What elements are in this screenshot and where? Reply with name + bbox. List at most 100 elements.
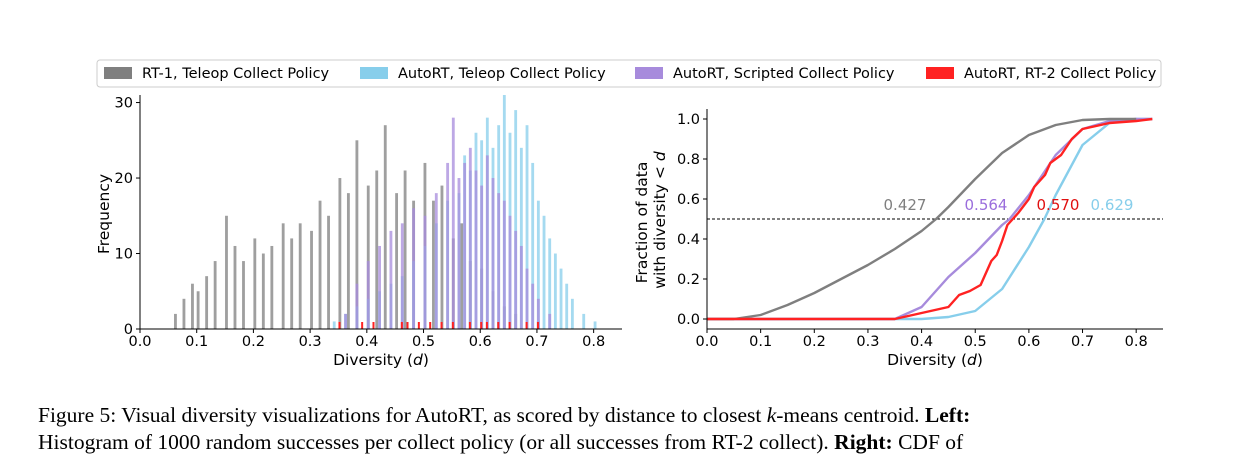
- histogram-bar: [174, 313, 177, 329]
- histogram-bar: [361, 322, 364, 329]
- x-tick-label: 0.2: [803, 334, 826, 350]
- y-tick-label: 1.0: [677, 112, 700, 128]
- x-tick-label: 0.6: [1017, 334, 1040, 350]
- legend-swatch-autort-teleop: [360, 67, 388, 79]
- histogram-bar: [508, 322, 511, 329]
- histogram-bar: [281, 223, 285, 329]
- histogram-bar: [375, 170, 379, 329]
- x-tick-label: 0.7: [525, 334, 548, 350]
- y-tick-label: 20: [115, 171, 133, 187]
- x-tick-label: 0.4: [355, 334, 378, 350]
- histogram-bar: [432, 200, 435, 329]
- histogram-bar: [423, 215, 427, 329]
- caption-figure-label: Figure 5:: [38, 403, 117, 427]
- histogram-bar: [434, 193, 438, 329]
- x-tick-label: 0.3: [299, 334, 322, 350]
- median-label-autort-scripted: 0.564: [965, 196, 1008, 214]
- histogram-y-ticks: 0 10 20 30: [115, 96, 140, 338]
- y-tick-label: 0: [124, 322, 133, 338]
- histogram-bar: [457, 178, 461, 329]
- histogram-bar: [536, 322, 539, 329]
- histogram-bar: [451, 322, 454, 329]
- histogram-bar: [536, 298, 540, 329]
- histogram-bar: [497, 193, 501, 329]
- caption-line-1: Figure 5: Visual diversity visualization…: [38, 402, 1238, 429]
- histogram-bar: [451, 117, 455, 329]
- series-autort-scripted-collect-policy: [344, 117, 552, 329]
- histogram-bar: [213, 261, 217, 329]
- histogram-bar: [468, 147, 472, 329]
- histogram-bar: [225, 215, 228, 329]
- histogram-bar: [327, 215, 330, 329]
- histogram-bar: [270, 245, 274, 329]
- histogram-bar: [310, 230, 313, 329]
- histogram-x-ticks: 0.0 0.1 0.2 0.3 0.4 0.5 0.6 0.7 0.8: [128, 329, 605, 350]
- y-tick-label: 30: [115, 96, 133, 112]
- legend-swatch-autort-rt2: [926, 67, 954, 79]
- histogram-bar: [383, 125, 387, 330]
- caption-line1-end: -means centroid.: [776, 403, 920, 427]
- legend-frame: [96, 59, 1162, 88]
- cdf-lines: [707, 117, 1153, 321]
- histogram-bar: [196, 291, 200, 329]
- histogram-bar: [332, 321, 336, 329]
- histogram-bar: [525, 268, 529, 329]
- x-tick-label: 0.0: [695, 334, 718, 350]
- y-tick-label: 0.4: [677, 232, 700, 248]
- histogram-bar: [548, 313, 552, 329]
- histogram-bar: [480, 185, 484, 329]
- histogram-bar: [559, 268, 563, 329]
- histogram-bar: [261, 253, 265, 329]
- histogram-bar: [446, 162, 450, 329]
- histogram-bar: [485, 155, 489, 329]
- x-tick-label: 0.6: [469, 334, 492, 350]
- histogram-bar: [338, 322, 341, 329]
- caption-line2-end: CDF of: [898, 430, 964, 454]
- histogram-bar: [519, 245, 523, 329]
- histogram-bar: [366, 261, 370, 329]
- legend-swatch-autort-scripted: [635, 67, 663, 79]
- y-tick-label: 0.0: [677, 312, 700, 328]
- x-tick-label: 0.3: [856, 334, 879, 350]
- histogram-bar: [344, 313, 347, 329]
- histogram-bar: [355, 140, 359, 329]
- histogram-bar: [242, 261, 245, 329]
- histogram-bar: [346, 193, 350, 329]
- histogram-bar: [514, 230, 518, 329]
- legend-label-autort-scripted: AutoRT, Scripted Collect Policy: [673, 66, 895, 82]
- y-tick-label: 0.2: [677, 272, 700, 288]
- x-tick-label: 0.7: [1071, 334, 1094, 350]
- x-tick-label: 0.4: [910, 334, 933, 350]
- histogram-bar: [355, 283, 359, 329]
- histogram-bar: [417, 322, 420, 329]
- cdf-y-axis-label: Fraction of data with diversity < d: [633, 151, 669, 289]
- histogram-bar: [366, 185, 370, 329]
- histogram-bar: [389, 230, 393, 329]
- histogram-bars: [174, 95, 597, 330]
- x-tick-label: 0.8: [1125, 334, 1148, 350]
- histogram-bar: [565, 283, 569, 329]
- histogram-bar: [508, 215, 512, 329]
- histogram-bar: [468, 322, 471, 329]
- histogram-bar: [525, 125, 529, 330]
- series-autort-rt-2-collect-policy: [338, 322, 539, 329]
- x-tick-label: 0.0: [128, 334, 151, 350]
- histogram-bar: [395, 193, 399, 329]
- caption-left-label: Left:: [924, 403, 971, 427]
- histogram-bar: [205, 276, 209, 329]
- y-tick-label: 0.8: [677, 152, 700, 168]
- legend-label-autort-teleop: AutoRT, Teleop Collect Policy: [398, 66, 606, 82]
- x-tick-label: 0.5: [412, 334, 435, 350]
- caption-line1-text: Visual diversity visualizations for Auto…: [121, 403, 762, 427]
- histogram-bar: [536, 200, 540, 329]
- x-tick-label: 0.2: [242, 334, 265, 350]
- histogram-bar: [298, 223, 302, 329]
- histogram-bar: [403, 170, 407, 329]
- caption-right-label: Right:: [834, 430, 893, 454]
- cdf-y-axis-label-line1: Fraction of data: [633, 162, 651, 284]
- cdf-x-ticks: 0.0 0.1 0.2 0.3 0.4 0.5 0.6 0.7 0.8: [695, 329, 1148, 350]
- x-tick-label: 0.1: [749, 334, 772, 350]
- legend-label-rt1: RT-1, Teleop Collect Policy: [142, 66, 330, 82]
- median-label-autort-rt2: 0.570: [1037, 196, 1080, 214]
- cdf-y-ticks: 0.0 0.2 0.4 0.6 0.8 1.0: [677, 112, 707, 328]
